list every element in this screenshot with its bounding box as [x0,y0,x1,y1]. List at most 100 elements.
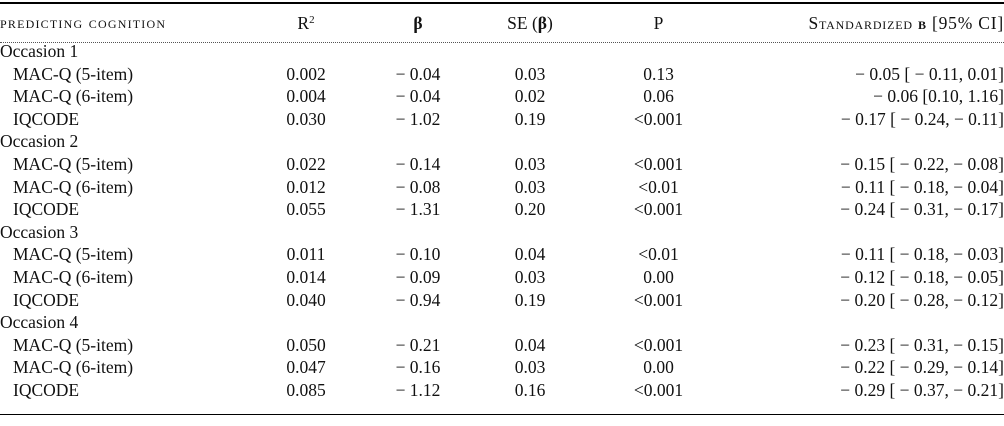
header-std-suffix: [95% CI] [926,12,1004,33]
p-value-cell: <0.001 [633,334,684,355]
section-row: Occasion 2 [0,130,1004,153]
section-title: Occasion 4 [0,312,79,333]
header-std-beta-symbol: β [918,12,927,33]
se-beta-cell: 0.19 [514,108,546,129]
se-beta-cell: 0.04 [514,334,546,355]
r-squared-cell: 0.055 [286,199,326,220]
p-value-cell: <0.001 [633,289,684,310]
section-row: Occasion 3 [0,221,1004,244]
header-se-suffix: ) [547,12,553,33]
standardized-beta-cell: − 0.12 [ − 0.18, − 0.05] [840,266,1004,287]
r-squared-cell: 0.050 [286,334,326,355]
table-row: MAC-Q (5-item) 0.011 − 0.10 0.04 <0.01 − 0.11… [0,243,1004,266]
beta-cell: − 1.12 [395,379,441,400]
standardized-beta-cell: − 0.29 [ − 0.37, − 0.21] [840,379,1004,400]
table-row: IQCODE 0.040 − 0.94 0.19 <0.001 − 0.20 [ − 0.… [0,289,1004,312]
se-beta-cell: 0.04 [514,244,546,265]
p-value-cell: <0.001 [633,199,684,220]
beta-cell: − 1.31 [395,199,441,220]
row-label-cell: IQCODE [13,289,80,310]
beta-cell: − 0.21 [395,334,441,355]
r-squared-cell: 0.004 [286,86,326,107]
row-label-cell: IQCODE [13,108,80,129]
beta-cell: − 0.04 [395,86,441,107]
r-squared-cell: 0.012 [286,176,326,197]
row-label-cell: MAC-Q (5-item) [13,63,134,84]
regression-table: predicting cognition R2 β SE (β) P Stand… [0,6,1004,402]
table-row: IQCODE 0.085 − 1.12 0.16 <0.001 − 0.29 [ − 0.… [0,379,1004,402]
table-row: MAC-Q (6-item) 0.014 − 0.09 0.03 0.00 − 0.12 … [0,266,1004,289]
r-squared-cell: 0.011 [286,244,326,265]
table-row: MAC-Q (6-item) 0.012 − 0.08 0.03 <0.01 − 0.11… [0,176,1004,199]
se-beta-cell: 0.03 [514,176,546,197]
standardized-beta-cell: − 0.17 [ − 0.24, − 0.11] [840,108,1004,129]
r-squared-cell: 0.085 [286,379,326,400]
beta-cell: − 0.94 [395,289,441,310]
standardized-beta-cell: − 0.24 [ − 0.31, − 0.17] [840,199,1004,220]
beta-cell: − 0.16 [395,357,441,378]
se-beta-cell: 0.20 [514,199,546,220]
header-std-prefix: Standardized [808,12,918,33]
header-p: P [653,12,664,33]
beta-cell: − 0.08 [395,176,441,197]
header-r-squared: R2 [250,6,362,40]
standardized-beta-cell: − 0.11 [ − 0.18, − 0.03] [840,244,1004,265]
row-label-cell: MAC-Q (6-item) [13,357,134,378]
p-value-cell: <0.01 [638,244,679,265]
r-squared-cell: 0.014 [286,266,326,287]
standardized-beta-cell: − 0.06 [0.10, 1.16] [873,86,1004,107]
table-row: MAC-Q (6-item) 0.004 − 0.04 0.02 0.06 − 0.06 … [0,85,1004,108]
standardized-beta-cell: − 0.05 [ − 0.11, 0.01] [855,63,1004,84]
table-row: MAC-Q (5-item) 0.022 − 0.14 0.03 <0.001 − 0.1… [0,153,1004,176]
r-squared-cell: 0.022 [286,153,326,174]
row-label-cell: MAC-Q (5-item) [13,334,134,355]
beta-cell: − 0.14 [395,153,441,174]
header-se-beta: SE (β) [474,6,586,40]
header-beta: β [362,6,474,40]
table-row: MAC-Q (6-item) 0.047 − 0.16 0.03 0.00 − 0.22 … [0,356,1004,379]
standardized-beta-cell: − 0.20 [ − 0.28, − 0.12] [840,289,1004,310]
r-squared-cell: 0.002 [286,63,326,84]
standardized-beta-cell: − 0.22 [ − 0.29, − 0.14] [840,357,1004,378]
row-label-cell: MAC-Q (5-item) [13,244,134,265]
header-divider-rule [0,42,1004,43]
se-beta-cell: 0.03 [514,153,546,174]
se-beta-cell: 0.19 [514,289,546,310]
header-standardized-beta: Standardized β [95% CI] [731,6,1004,40]
se-beta-cell: 0.03 [514,63,546,84]
header-se-prefix: SE ( [507,12,538,33]
row-label-cell: IQCODE [13,379,80,400]
table-row: IQCODE 0.055 − 1.31 0.20 <0.001 − 0.24 [ − 0.… [0,198,1004,221]
section-row: Occasion 4 [0,311,1004,334]
se-beta-cell: 0.16 [514,379,546,400]
beta-cell: − 1.02 [395,108,441,129]
standardized-beta-cell: − 0.15 [ − 0.22, − 0.08] [840,153,1004,174]
beta-cell: − 0.04 [395,63,441,84]
header-predicting-cognition: predicting cognition [0,13,167,32]
row-label-cell: MAC-Q (6-item) [13,176,134,197]
r-squared-cell: 0.047 [286,357,326,378]
row-label-cell: MAC-Q (6-item) [13,266,134,287]
standardized-beta-cell: − 0.23 [ − 0.31, − 0.15] [840,334,1004,355]
p-value-cell: 0.00 [643,357,674,378]
section-title: Occasion 1 [0,41,79,61]
header-se-beta-symbol: β [537,12,548,33]
table-top-rule [0,2,1004,4]
p-value-cell: 0.13 [643,63,674,84]
header-row: predicting cognition R2 β SE (β) P Stand… [0,6,1004,40]
header-beta-symbol: β [413,12,423,33]
table-row: MAC-Q (5-item) 0.002 − 0.04 0.03 0.13 − 0.05 … [0,63,1004,86]
se-beta-cell: 0.02 [514,86,546,107]
table-row: MAC-Q (5-item) 0.050 − 0.21 0.04 <0.001 − 0.2… [0,334,1004,357]
row-label-cell: MAC-Q (5-item) [13,153,134,174]
p-value-cell: <0.01 [638,176,679,197]
beta-cell: − 0.09 [395,266,441,287]
se-beta-cell: 0.03 [514,357,546,378]
se-beta-cell: 0.03 [514,266,546,287]
section-row: Occasion 1 [0,40,1004,63]
header-r-superscript: 2 [309,13,315,26]
r-squared-cell: 0.030 [286,108,326,129]
table-row: IQCODE 0.030 − 1.02 0.19 <0.001 − 0.17 [ − 0.… [0,108,1004,131]
table-body: Occasion 1 MAC-Q (5-item) 0.002− 0.04 0.03 0… [0,40,1004,402]
